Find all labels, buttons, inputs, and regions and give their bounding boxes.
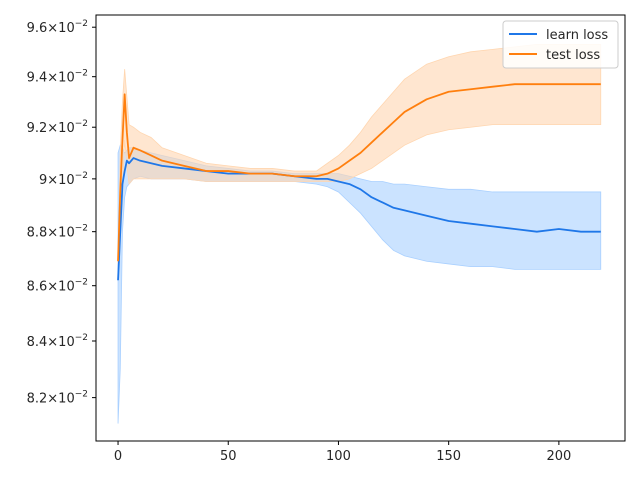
- y-tick-label: 8.6×10−2: [27, 278, 88, 295]
- confidence-bands: [117, 44, 602, 424]
- y-tick-label: 9.2×10−2: [27, 119, 88, 136]
- y-axis-ticks: 8.2×10−2 8.4×10−2 8.6×10−2 8.8×10−2 9×10−2 9.…: [27, 19, 96, 407]
- x-tick-label: 200: [546, 449, 571, 464]
- legend-label-learn-loss: learn loss: [546, 28, 608, 43]
- y-tick-label: 9.6×10−2: [27, 19, 88, 36]
- y-tick-label: 8.4×10−2: [27, 333, 88, 350]
- learn-loss-line: [117, 157, 601, 281]
- legend: learn loss test loss: [502, 20, 619, 69]
- y-tick-label: 9.4×10−2: [27, 69, 88, 86]
- x-tick-label: 50: [220, 449, 237, 464]
- legend-box: [502, 20, 619, 69]
- x-tick-label: 0: [114, 449, 122, 464]
- test-loss-line: [117, 83, 601, 262]
- learn-loss-band: [117, 144, 602, 424]
- x-axis-ticks: 0 50 100 150 200: [114, 441, 571, 464]
- plot-area-frame: [95, 14, 626, 442]
- series-lines: [117, 83, 601, 281]
- y-tick-label: 8.8×10−2: [27, 224, 88, 241]
- legend-label-test-loss: test loss: [546, 48, 600, 63]
- y-tick-label: 8.2×10−2: [27, 390, 88, 407]
- x-tick-label: 100: [326, 449, 351, 464]
- x-tick-label: 150: [436, 449, 461, 464]
- y-tick-label: 9×10−2: [39, 171, 88, 188]
